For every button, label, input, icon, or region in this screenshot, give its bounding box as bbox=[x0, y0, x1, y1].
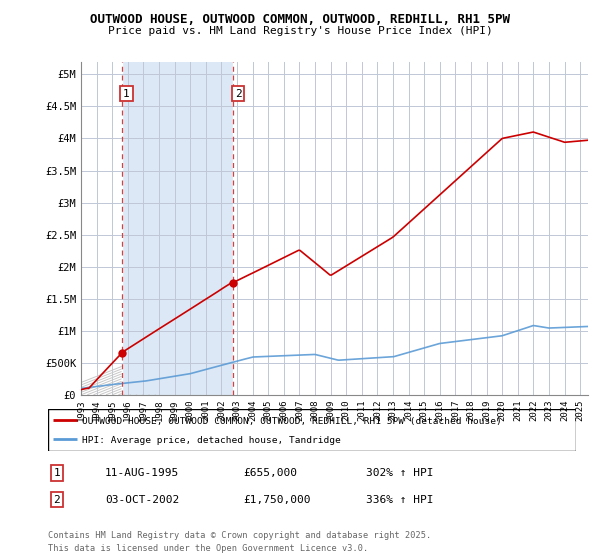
Text: 336% ↑ HPI: 336% ↑ HPI bbox=[366, 494, 433, 505]
Text: OUTWOOD HOUSE, OUTWOOD COMMON, OUTWOOD, REDHILL, RH1 5PW (detached house): OUTWOOD HOUSE, OUTWOOD COMMON, OUTWOOD, … bbox=[82, 417, 502, 426]
Text: 2: 2 bbox=[235, 88, 241, 99]
Text: 2: 2 bbox=[53, 494, 61, 505]
Text: Contains HM Land Registry data © Crown copyright and database right 2025.
This d: Contains HM Land Registry data © Crown c… bbox=[48, 531, 431, 553]
Text: 03-OCT-2002: 03-OCT-2002 bbox=[105, 494, 179, 505]
Text: 1: 1 bbox=[53, 468, 61, 478]
Text: 11-AUG-1995: 11-AUG-1995 bbox=[105, 468, 179, 478]
Text: £1,750,000: £1,750,000 bbox=[243, 494, 311, 505]
Bar bbox=[81, 62, 122, 395]
Text: 302% ↑ HPI: 302% ↑ HPI bbox=[366, 468, 433, 478]
Bar bbox=[122, 62, 233, 395]
Text: Price paid vs. HM Land Registry's House Price Index (HPI): Price paid vs. HM Land Registry's House … bbox=[107, 26, 493, 36]
Text: HPI: Average price, detached house, Tandridge: HPI: Average price, detached house, Tand… bbox=[82, 436, 341, 445]
Text: £655,000: £655,000 bbox=[243, 468, 297, 478]
Text: OUTWOOD HOUSE, OUTWOOD COMMON, OUTWOOD, REDHILL, RH1 5PW: OUTWOOD HOUSE, OUTWOOD COMMON, OUTWOOD, … bbox=[90, 13, 510, 26]
Text: 1: 1 bbox=[123, 88, 130, 99]
Bar bbox=[233, 62, 588, 395]
